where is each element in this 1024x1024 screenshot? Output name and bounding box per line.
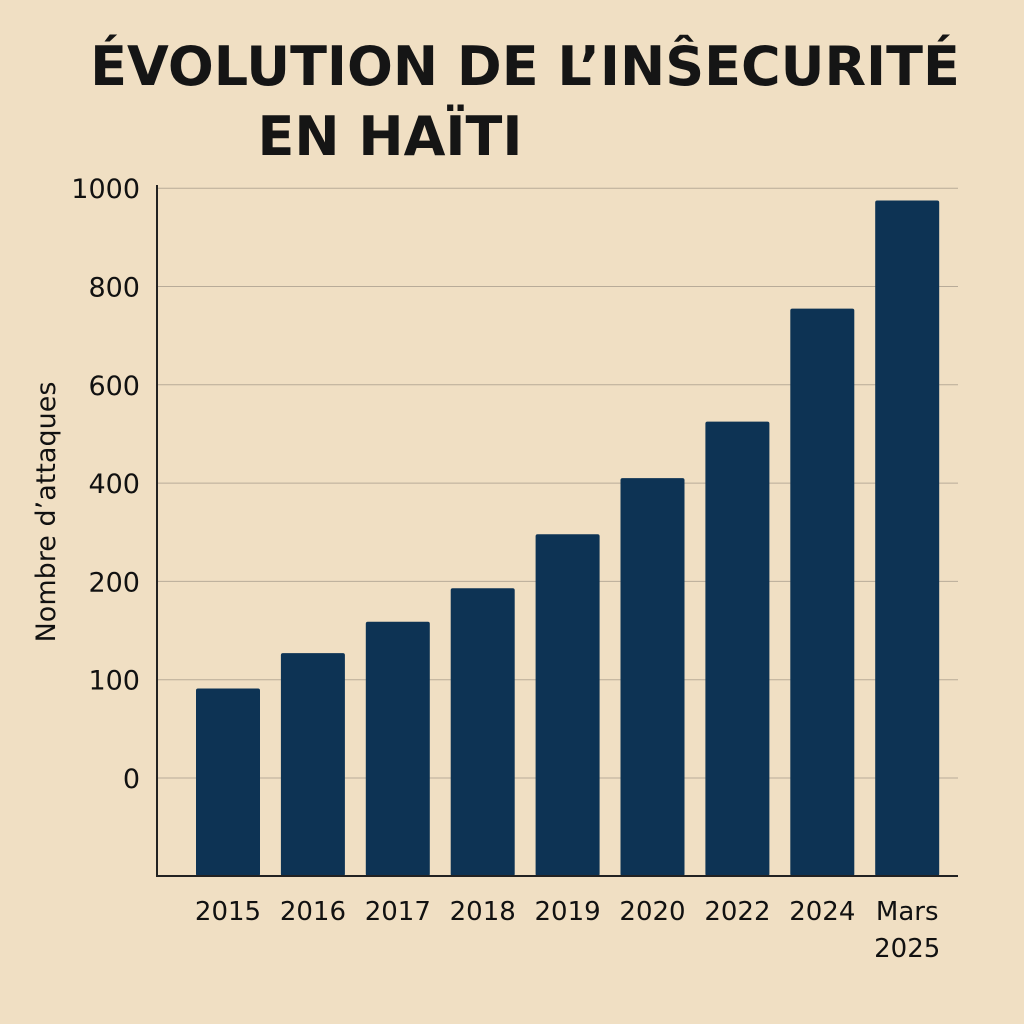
bar-2016 xyxy=(280,653,345,876)
bar-2018 xyxy=(450,588,515,876)
x-tick-label: 2020 xyxy=(619,897,685,927)
x-tick-label: Mars xyxy=(876,897,939,927)
bar-2017 xyxy=(365,621,430,876)
y-tick-label: 100 xyxy=(88,666,140,697)
x-tick-label: 2015 xyxy=(195,897,261,927)
y-tick-label: 1000 xyxy=(71,174,140,205)
x-tick-label: 2019 xyxy=(535,897,601,927)
bar-2020 xyxy=(620,478,685,876)
bar-2015 xyxy=(196,688,260,876)
y-tick-label: 200 xyxy=(88,567,140,598)
x-tick-label: 2016 xyxy=(280,897,346,927)
y-tick-label: 400 xyxy=(88,469,140,500)
bar-Mars-2025 xyxy=(875,200,940,877)
chart-title-line-1: ÉVOLUTION DE L’INŜECURITÉ xyxy=(90,35,960,98)
bar-2024 xyxy=(790,308,855,876)
y-tick-label: 800 xyxy=(88,273,140,304)
y-tick-label: 0 xyxy=(123,764,140,795)
x-tick-label: 2022 xyxy=(704,897,770,927)
x-tick-label: 2017 xyxy=(365,897,431,927)
y-tick-label: 600 xyxy=(88,371,140,402)
bar-2019 xyxy=(535,534,600,876)
chart-title-line-2: EN HAÏTI xyxy=(258,105,523,168)
x-tick-label: 2024 xyxy=(789,897,855,927)
bar-2022 xyxy=(705,421,770,876)
x-tick-label: 2018 xyxy=(450,897,516,927)
y-axis-label: Nombre d’attaques xyxy=(31,382,62,643)
x-tick-label: 2025 xyxy=(874,934,940,964)
